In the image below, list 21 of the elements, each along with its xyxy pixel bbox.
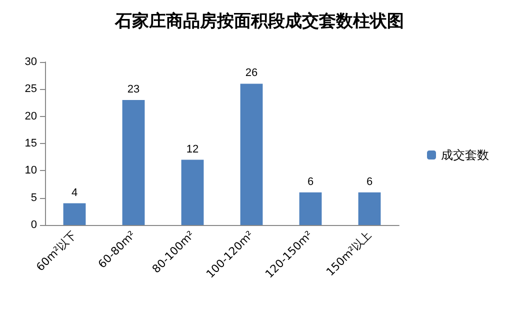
data-label: 6 xyxy=(307,176,314,188)
y-tick-label: 30 xyxy=(24,56,37,68)
data-label: 12 xyxy=(186,143,199,156)
data-label: 4 xyxy=(71,186,78,199)
bar xyxy=(240,84,263,225)
y-tick-label: 15 xyxy=(24,138,37,150)
data-label: 23 xyxy=(127,84,140,96)
y-tick-label: 5 xyxy=(30,192,37,204)
chart-title: 石家庄商品房按面积段成交套数柱状图 xyxy=(114,12,404,32)
y-tick-label: 0 xyxy=(30,219,37,231)
legend-label: 成交套数 xyxy=(441,148,489,162)
bar xyxy=(358,192,381,225)
bar xyxy=(63,203,86,225)
data-label: 6 xyxy=(366,176,373,188)
y-tick-label: 10 xyxy=(24,164,37,177)
y-tick-label: 25 xyxy=(24,83,37,96)
bar xyxy=(299,192,322,225)
y-tick-label: 20 xyxy=(24,110,37,122)
bar xyxy=(181,160,204,225)
bar xyxy=(122,100,145,225)
data-label: 26 xyxy=(245,67,258,80)
